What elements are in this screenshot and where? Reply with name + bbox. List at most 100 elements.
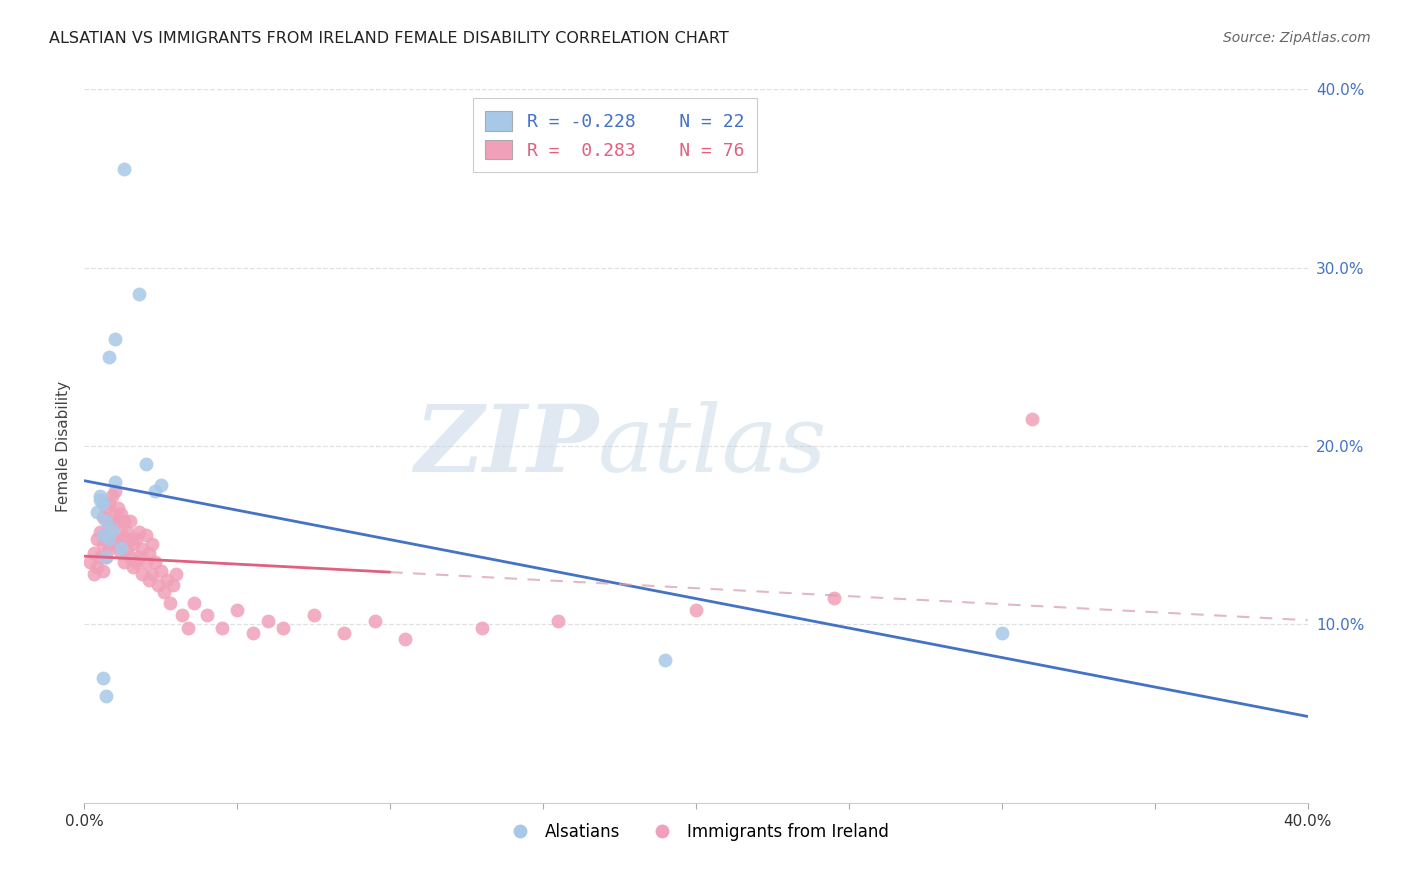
Point	[104, 475, 127, 489]
Point	[101, 489, 124, 503]
Point	[120, 532, 142, 546]
Text: ALSATIAN VS IMMIGRANTS FROM IRELAND FEMALE DISABILITY CORRELATION CHART: ALSATIAN VS IMMIGRANTS FROM IRELAND FEMA…	[49, 31, 728, 46]
Point	[547, 614, 569, 628]
Point	[91, 510, 114, 524]
Point	[302, 608, 325, 623]
Point	[110, 541, 132, 555]
Point	[685, 603, 707, 617]
Point	[1021, 412, 1043, 426]
Point	[104, 483, 127, 498]
Point	[101, 514, 124, 528]
Point	[79, 555, 101, 569]
Point	[991, 626, 1014, 640]
Point	[141, 567, 163, 582]
Point	[333, 626, 356, 640]
Point	[115, 542, 138, 557]
Point	[110, 546, 132, 560]
Point	[89, 524, 111, 539]
Point	[89, 492, 111, 507]
Point	[654, 653, 676, 667]
Point	[101, 537, 124, 551]
Point	[89, 549, 111, 564]
Point	[211, 621, 233, 635]
Point	[97, 519, 120, 533]
Point	[91, 528, 114, 542]
Point	[94, 532, 117, 546]
Point	[115, 524, 138, 539]
Point	[107, 501, 129, 516]
Point	[110, 524, 132, 539]
Point	[271, 621, 294, 635]
Point	[394, 632, 416, 646]
Point	[159, 596, 181, 610]
Point	[112, 532, 135, 546]
Point	[138, 546, 160, 560]
Point	[120, 549, 142, 564]
Point	[177, 621, 200, 635]
Point	[97, 496, 120, 510]
Point	[143, 555, 166, 569]
Point	[125, 555, 148, 569]
Point	[97, 350, 120, 364]
Point	[94, 514, 117, 528]
Point	[112, 514, 135, 528]
Point	[91, 564, 114, 578]
Point	[156, 573, 179, 587]
Y-axis label: Female Disability: Female Disability	[56, 380, 72, 512]
Legend: Alsatians, Immigrants from Ireland: Alsatians, Immigrants from Ireland	[496, 817, 896, 848]
Point	[165, 567, 187, 582]
Point	[149, 564, 172, 578]
Point	[107, 514, 129, 528]
Point	[364, 614, 387, 628]
Point	[107, 537, 129, 551]
Point	[195, 608, 218, 623]
Point	[112, 555, 135, 569]
Point	[471, 621, 494, 635]
Point	[135, 457, 157, 471]
Point	[94, 689, 117, 703]
Point	[86, 532, 108, 546]
Text: ZIP: ZIP	[413, 401, 598, 491]
Point	[122, 560, 145, 574]
Point	[112, 162, 135, 177]
Point	[86, 505, 108, 519]
Point	[131, 542, 153, 557]
Point	[110, 507, 132, 521]
Point	[104, 332, 127, 346]
Point	[94, 501, 117, 516]
Point	[138, 573, 160, 587]
Point	[101, 523, 124, 537]
Point	[823, 591, 845, 605]
Point	[125, 532, 148, 546]
Point	[120, 514, 142, 528]
Point	[183, 596, 205, 610]
Point	[94, 549, 117, 564]
Point	[89, 489, 111, 503]
Point	[135, 555, 157, 569]
Point	[86, 560, 108, 574]
Text: atlas: atlas	[598, 401, 828, 491]
Point	[146, 578, 169, 592]
Point	[135, 528, 157, 542]
Point	[104, 507, 127, 521]
Point	[257, 614, 280, 628]
Point	[122, 537, 145, 551]
Point	[242, 626, 264, 640]
Point	[162, 578, 184, 592]
Point	[149, 478, 172, 492]
Point	[131, 567, 153, 582]
Point	[143, 483, 166, 498]
Point	[91, 537, 114, 551]
Point	[91, 671, 114, 685]
Point	[128, 549, 150, 564]
Point	[83, 567, 105, 582]
Point	[128, 524, 150, 539]
Point	[97, 532, 120, 546]
Point	[226, 603, 249, 617]
Point	[172, 608, 194, 623]
Point	[141, 537, 163, 551]
Point	[128, 287, 150, 301]
Point	[91, 496, 114, 510]
Point	[97, 542, 120, 557]
Text: Source: ZipAtlas.com: Source: ZipAtlas.com	[1223, 31, 1371, 45]
